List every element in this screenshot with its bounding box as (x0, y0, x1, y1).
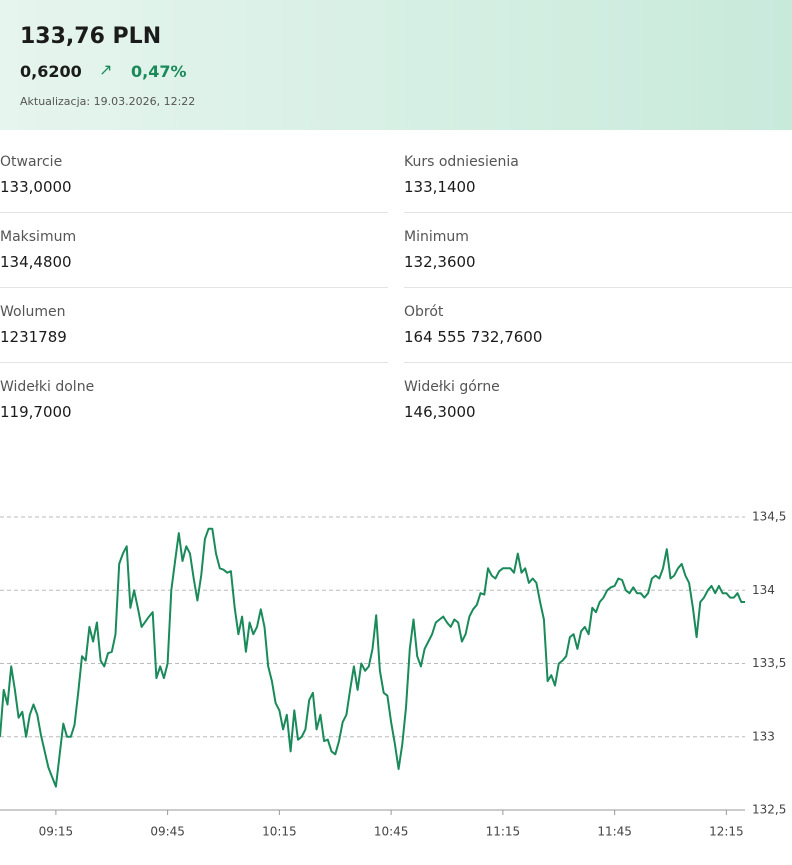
stat-item: Maksimum 134,4800 (0, 225, 388, 300)
y-tick-label: 134,5 (752, 510, 786, 524)
stat-item: Kurs odniesienia 133,1400 (404, 150, 792, 225)
x-tick-label: 11:45 (597, 825, 632, 839)
up-arrow-icon: ↗ (99, 60, 113, 79)
y-tick-label: 134 (752, 583, 775, 597)
separator (404, 212, 792, 213)
y-tick-label: 133,5 (752, 656, 786, 670)
stat-value: 132,3600 (404, 253, 476, 271)
stat-label: Widełki dolne (0, 379, 95, 395)
x-tick-label: 10:15 (262, 825, 297, 839)
stat-item: Widełki górne 146,3000 (404, 375, 792, 450)
quote-header: 133,76 PLN 0,6200 ↗ 0,47% Aktualizacja: … (0, 0, 792, 130)
y-tick-label: 132,5 (752, 803, 786, 817)
stat-value: 134,4800 (0, 253, 72, 271)
chart: 134,5 134 133,5 133 132,5 09:15 09:45 10:15 10:4… (0, 510, 786, 839)
stat-label: Kurs odniesienia (404, 154, 519, 170)
change-percent: 0,47% (131, 62, 187, 81)
x-tick-label: 09:45 (150, 825, 185, 839)
stat-label: Otwarcie (0, 154, 63, 170)
x-tick-label: 10:45 (374, 825, 409, 839)
separator (404, 362, 792, 363)
stat-item: Otwarcie 133,0000 (0, 150, 388, 225)
separator (404, 287, 792, 288)
stat-label: Wolumen (0, 304, 66, 320)
stat-value: 133,0000 (0, 178, 72, 196)
stat-value: 119,7000 (0, 403, 72, 421)
stat-label: Obrót (404, 304, 444, 320)
stat-label: Maksimum (0, 229, 77, 245)
stat-label: Minimum (404, 229, 469, 245)
stat-item: Obrót 164 555 732,7600 (404, 300, 792, 375)
price: 133,76 PLN (20, 24, 162, 49)
change: 0,6200 (20, 62, 82, 81)
stat-value: 146,3000 (404, 403, 476, 421)
separator (0, 212, 388, 213)
price-line (0, 527, 745, 788)
stat-label: Widełki górne (404, 379, 500, 395)
stat-value: 164 555 732,7600 (404, 328, 543, 346)
stat-value: 1231789 (0, 328, 67, 346)
x-tick-label: 11:15 (486, 825, 521, 839)
x-tick-label: 09:15 (39, 825, 74, 839)
stat-item: Widełki dolne 119,7000 (0, 375, 388, 450)
separator (0, 287, 388, 288)
separator (0, 362, 388, 363)
y-tick-label: 133 (752, 729, 775, 743)
x-tick-label: 12:15 (709, 825, 744, 839)
stat-item: Minimum 132,3600 (404, 225, 792, 300)
stat-item: Wolumen 1231789 (0, 300, 388, 375)
update-time: Aktualizacja: 19.03.2026, 12:22 (20, 95, 196, 108)
stat-value: 133,1400 (404, 178, 476, 196)
